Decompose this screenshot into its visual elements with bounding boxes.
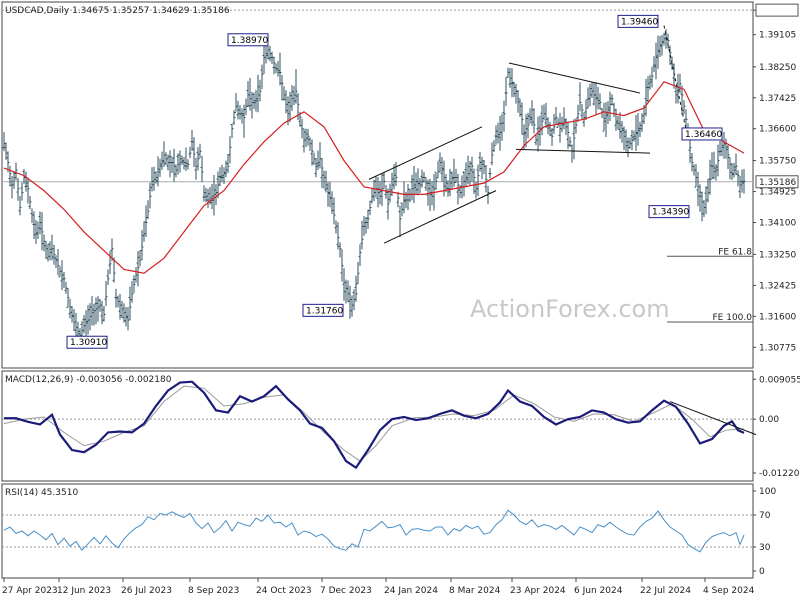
macd-y-tick-label: 0.00: [759, 415, 779, 425]
macd-panel-title: MACD(12,26,9) -0.003056 -0.002180: [5, 375, 172, 385]
price-label-box: [302, 303, 344, 317]
price-panel-title: USDCAD,Daily 1.34675 1.35257 1.34629 1.3…: [5, 6, 230, 16]
price-y-tick-label: 1.31600: [759, 312, 796, 322]
macd-panel-frame: [1, 370, 754, 482]
x-tick-label: 22 Jul 2024: [640, 586, 691, 596]
price-label-box: [681, 127, 723, 141]
rsi-y-tick-label: 30: [759, 543, 771, 553]
dashed-trend-line: [663, 25, 688, 135]
x-tick-label: 8 Sep 2023: [188, 586, 239, 596]
price-label-text: 1.34390: [652, 208, 689, 218]
price-y-tick-label: 1.37425: [759, 94, 796, 104]
x-tick-label: 12 Jun 2023: [57, 586, 111, 596]
macd-signal-line: [3, 385, 745, 462]
macd-line: [4, 380, 745, 470]
x-tick-label: 24 Oct 2023: [256, 586, 312, 596]
rsi-line: [3, 509, 745, 553]
trend-channel-line: [515, 148, 651, 154]
x-tick-label: 6 Jun 2024: [574, 586, 623, 596]
macd-trend-line: [669, 401, 757, 436]
price-label-box: [66, 335, 108, 349]
x-tick-label: 26 Jul 2023: [121, 586, 172, 596]
rsi-y-tick-label: 0: [759, 567, 765, 577]
price-y-tick-label: 1.38250: [759, 63, 796, 73]
x-tick-label: 7 Dec 2023: [320, 586, 372, 596]
price-y-tick-label: 1.34925: [759, 188, 796, 198]
price-y-tick-label: 1.33250: [759, 250, 796, 260]
top-price-box: [755, 3, 799, 17]
fib-level-label: FE 100.0: [713, 313, 753, 323]
moving-average-line: [3, 81, 745, 274]
macd-y-tick-label: -0.012209: [759, 469, 800, 479]
rsi-panel-title: RSI(14) 45.3510: [5, 488, 78, 498]
macd-y-tick-label: 0.009055: [759, 375, 800, 385]
price-label-text: 1.30910: [70, 338, 107, 348]
rsi-panel-frame: [1, 483, 754, 579]
current-price-label: 1.35186: [759, 178, 796, 188]
price-label-box: [617, 14, 659, 28]
fib-level-label: FE 61.8: [718, 247, 752, 257]
x-tick-label: 23 Apr 2024: [510, 586, 566, 596]
price-label-text: 1.39460: [621, 17, 658, 27]
price-y-tick-label: 1.35750: [759, 157, 796, 167]
x-tick-label: 8 Mar 2024: [449, 586, 501, 596]
rsi-y-tick-label: 100: [759, 487, 776, 497]
x-tick-label: 4 Sep 2024: [703, 586, 755, 596]
current-price-box: [755, 175, 799, 189]
price-label-box: [648, 205, 690, 219]
price-y-tick-label: 1.32425: [759, 281, 796, 291]
price-y-tick-label: 1.39105: [759, 31, 796, 41]
trend-channel-line: [508, 62, 641, 94]
price-y-tick-label: 1.36600: [759, 125, 796, 135]
price-label-box: [227, 33, 269, 47]
price-label-text: 1.38970: [231, 36, 268, 46]
x-tick-label: 27 Apr 2023: [2, 586, 58, 596]
price-label-text: 1.31760: [306, 306, 343, 316]
rsi-y-tick-label: 70: [759, 511, 771, 521]
price-y-tick-label: 1.30775: [759, 343, 796, 353]
trend-channel-line: [368, 126, 483, 180]
x-tick-label: 24 Jan 2024: [384, 586, 438, 596]
watermark: ActionForex.com: [470, 295, 670, 323]
price-label-text: 1.36460: [685, 130, 722, 140]
trend-channel-line: [383, 190, 497, 244]
price-y-tick-label: 1.34100: [759, 219, 796, 229]
